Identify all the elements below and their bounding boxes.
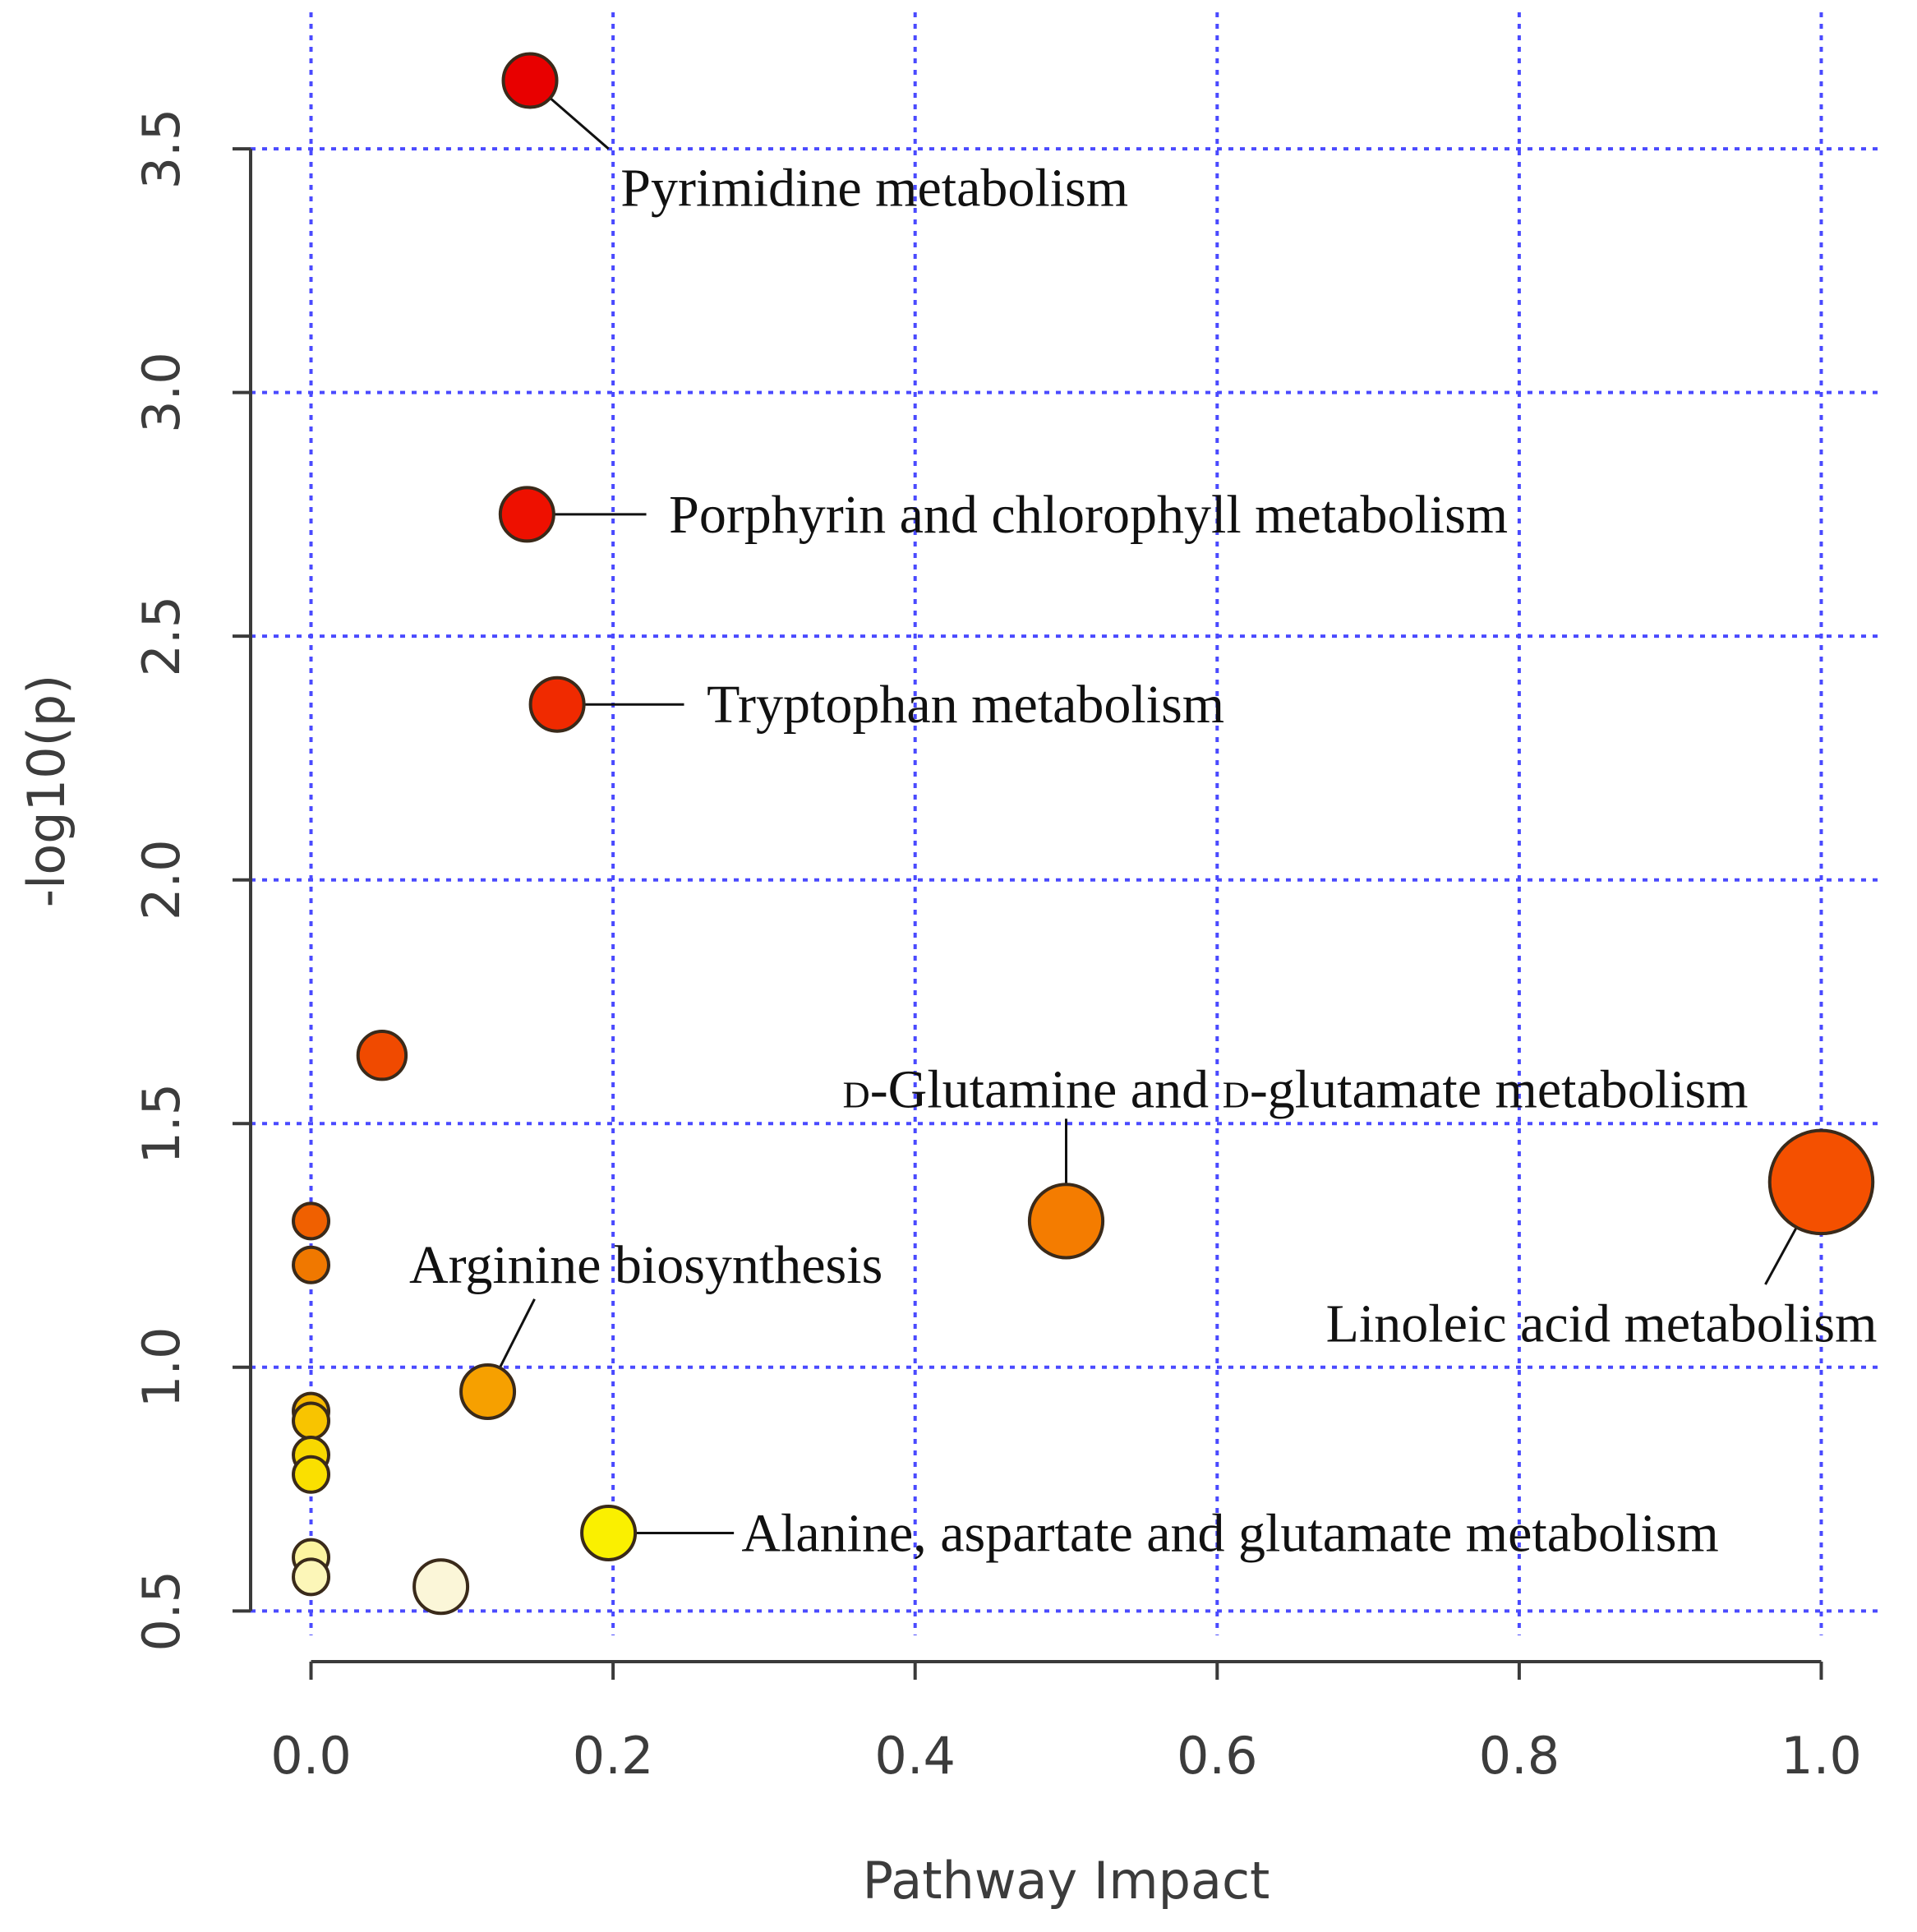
data-point — [1027, 1183, 1105, 1260]
annotation-d-glutamate-text: -glutamate metabolism — [1250, 1060, 1749, 1120]
annotation-d-glutamine: D-Glutamine and D-glutamate metabolism — [842, 1060, 1748, 1120]
annotation-pyrimidine: Pyrimidine metabolism — [620, 159, 1128, 219]
data-point — [501, 52, 559, 109]
x-tick-label: 1.0 — [1781, 1726, 1862, 1786]
data-point — [412, 1558, 470, 1616]
data-point — [459, 1363, 517, 1420]
y-axis-title: -log10(p) — [16, 675, 76, 908]
data-point — [292, 1557, 331, 1597]
y-tick-label: 3.5 — [131, 108, 191, 190]
data-point — [356, 1030, 408, 1081]
x-tick-label: 0.8 — [1479, 1726, 1560, 1786]
annotation-linoleic: Linoleic acid metabolism — [1326, 1293, 1878, 1353]
annotation-arginine: Arginine biosynthesis — [409, 1235, 882, 1295]
data-point — [1767, 1128, 1875, 1236]
annotation-porphyrin: Porphyrin and chlorophyll metabolism — [669, 485, 1508, 545]
annotation-tryptophan: Tryptophan metabolism — [707, 675, 1224, 735]
grid — [251, 12, 1882, 1635]
annotation-d-glutamine-prefix: D — [842, 1074, 869, 1116]
data-point — [292, 1401, 331, 1441]
data-point — [498, 486, 555, 543]
data-point — [292, 1245, 331, 1284]
data-point — [292, 1201, 331, 1241]
x-tick-label: 0.6 — [1177, 1726, 1258, 1786]
y-tick-label: 1.0 — [131, 1326, 191, 1408]
x-tick-label: 0.2 — [573, 1726, 654, 1786]
data-points — [292, 52, 1875, 1616]
y-tick-label: 2.5 — [131, 596, 191, 677]
annotation-alanine: Alanine, aspartate and glutamate metabol… — [741, 1503, 1718, 1563]
annotation-d-glutamine-text: -Glutamine and — [870, 1060, 1223, 1120]
axes — [249, 149, 1822, 1663]
annotation-d-glutamate-prefix: D — [1223, 1074, 1250, 1116]
x-tick-label: 0.0 — [270, 1726, 352, 1786]
data-point — [292, 1455, 331, 1494]
data-point — [580, 1504, 638, 1561]
y-tick-label: 0.5 — [131, 1570, 191, 1652]
annotations: Pyrimidine metabolism Porphyrin and chlo… — [409, 159, 1877, 1564]
data-point — [528, 676, 586, 733]
y-tick-label: 2.0 — [131, 839, 191, 920]
x-axis-title: Pathway Impact — [863, 1851, 1270, 1911]
x-tick-label: 0.4 — [874, 1726, 956, 1786]
tick-labels: 0.0 0.2 0.4 0.6 0.8 1.0 0.5 1.0 1.5 2.0 2.5 3.0 3.5 — [131, 108, 1862, 1786]
y-tick-label: 3.0 — [131, 352, 191, 433]
y-tick-label: 1.5 — [131, 1083, 191, 1164]
